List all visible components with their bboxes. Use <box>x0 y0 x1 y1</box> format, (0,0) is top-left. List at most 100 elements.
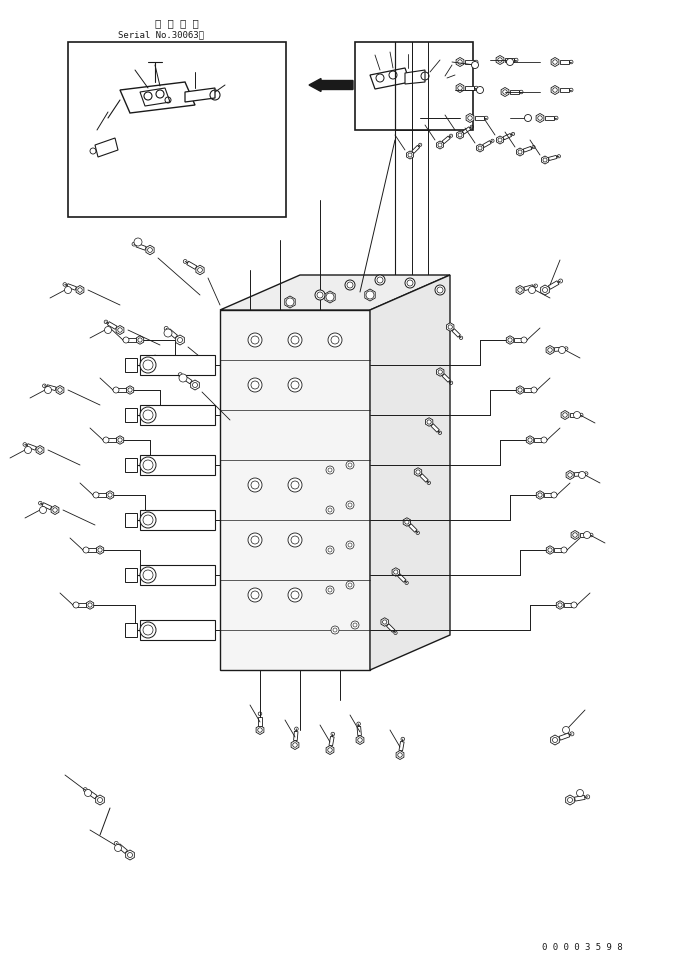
Polygon shape <box>185 88 215 102</box>
Polygon shape <box>325 291 335 303</box>
Circle shape <box>140 457 156 473</box>
Polygon shape <box>456 131 464 139</box>
Circle shape <box>291 591 299 599</box>
Circle shape <box>126 515 136 525</box>
Polygon shape <box>566 795 574 805</box>
Circle shape <box>551 492 557 498</box>
Polygon shape <box>27 444 36 450</box>
Circle shape <box>179 374 187 382</box>
Polygon shape <box>87 790 97 799</box>
Circle shape <box>44 387 52 394</box>
Polygon shape <box>575 796 585 801</box>
Circle shape <box>126 410 136 420</box>
Circle shape <box>348 503 352 507</box>
Circle shape <box>85 789 92 797</box>
Circle shape <box>524 114 532 122</box>
Polygon shape <box>476 144 483 152</box>
Polygon shape <box>125 623 137 637</box>
Polygon shape <box>483 140 491 148</box>
Polygon shape <box>437 141 444 149</box>
Polygon shape <box>125 513 137 527</box>
Polygon shape <box>140 455 215 475</box>
Polygon shape <box>405 70 425 84</box>
Polygon shape <box>456 58 464 66</box>
Polygon shape <box>505 59 513 61</box>
Circle shape <box>328 548 332 552</box>
Circle shape <box>407 280 413 286</box>
Circle shape <box>248 378 262 392</box>
Polygon shape <box>107 439 116 442</box>
Circle shape <box>288 478 302 492</box>
Circle shape <box>291 536 299 544</box>
Circle shape <box>375 275 385 285</box>
Polygon shape <box>46 385 56 391</box>
Polygon shape <box>561 411 569 420</box>
Polygon shape <box>386 624 395 633</box>
Polygon shape <box>125 568 137 582</box>
Polygon shape <box>544 493 553 496</box>
Circle shape <box>126 570 136 580</box>
Polygon shape <box>140 565 215 585</box>
Circle shape <box>571 602 577 608</box>
Circle shape <box>164 329 172 337</box>
Polygon shape <box>447 323 454 331</box>
Circle shape <box>328 333 342 347</box>
Polygon shape <box>409 524 417 532</box>
FancyArrow shape <box>309 79 353 91</box>
Circle shape <box>248 478 262 492</box>
Circle shape <box>251 536 259 544</box>
Circle shape <box>348 543 352 547</box>
Circle shape <box>328 588 332 592</box>
Polygon shape <box>116 436 124 444</box>
Circle shape <box>140 357 156 373</box>
Polygon shape <box>125 358 137 372</box>
Polygon shape <box>559 88 569 92</box>
Circle shape <box>351 621 359 629</box>
Polygon shape <box>365 289 375 301</box>
Polygon shape <box>546 346 554 354</box>
Circle shape <box>248 588 262 602</box>
Circle shape <box>291 381 299 389</box>
Circle shape <box>317 292 323 298</box>
Polygon shape <box>506 336 513 345</box>
Polygon shape <box>514 338 523 342</box>
Polygon shape <box>559 60 569 63</box>
Polygon shape <box>442 373 450 382</box>
Polygon shape <box>186 261 197 269</box>
Circle shape <box>346 501 354 509</box>
Polygon shape <box>51 506 59 515</box>
Circle shape <box>521 337 527 343</box>
Circle shape <box>315 290 325 300</box>
Polygon shape <box>256 726 264 734</box>
Polygon shape <box>126 850 135 860</box>
Polygon shape <box>190 380 199 390</box>
Polygon shape <box>579 533 588 537</box>
Circle shape <box>559 347 565 353</box>
Polygon shape <box>464 86 474 90</box>
Polygon shape <box>196 265 204 275</box>
Polygon shape <box>285 296 295 308</box>
Polygon shape <box>551 85 559 94</box>
Polygon shape <box>403 517 411 526</box>
Polygon shape <box>516 285 524 295</box>
Polygon shape <box>76 285 84 295</box>
Polygon shape <box>356 735 364 745</box>
Circle shape <box>248 333 262 347</box>
Circle shape <box>65 286 71 294</box>
Polygon shape <box>557 601 564 610</box>
Polygon shape <box>544 116 553 120</box>
Circle shape <box>326 466 334 474</box>
Circle shape <box>541 437 547 443</box>
Polygon shape <box>431 423 439 432</box>
Polygon shape <box>559 733 570 740</box>
Circle shape <box>248 533 262 547</box>
Polygon shape <box>167 329 178 338</box>
Circle shape <box>288 588 302 602</box>
Circle shape <box>104 326 112 333</box>
Polygon shape <box>125 458 137 472</box>
Text: 0 0 0 0 3 5 9 8: 0 0 0 0 3 5 9 8 <box>542 943 623 952</box>
Circle shape <box>573 412 581 419</box>
Circle shape <box>134 238 142 246</box>
Circle shape <box>328 508 332 512</box>
Polygon shape <box>536 113 544 123</box>
